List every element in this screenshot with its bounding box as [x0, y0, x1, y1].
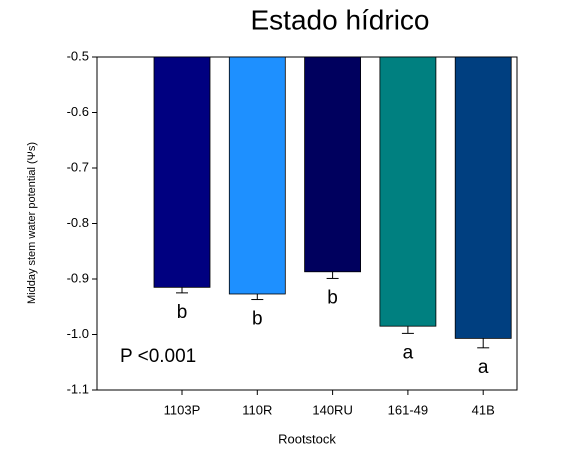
bar — [454, 56, 512, 339]
y-tick-label: -0.9 — [67, 270, 89, 285]
significance-letter: b — [252, 309, 263, 330]
bar — [153, 56, 211, 288]
significance-letter: b — [327, 287, 338, 308]
significance-letter: a — [403, 342, 414, 363]
y-axis-label: Midday stem water potential (Ψs) — [26, 142, 38, 304]
x-tick-label: 140RU — [312, 402, 352, 417]
y-tick-label: -0.7 — [67, 159, 89, 174]
chart-title: Estado hídrico — [251, 4, 430, 35]
y-tick-label: -1.1 — [67, 381, 89, 396]
x-tick-label: 110R — [242, 402, 272, 417]
y-tick-label: -0.8 — [67, 215, 89, 230]
bar — [304, 56, 362, 273]
x-tick-label: 1103P — [164, 402, 201, 417]
y-tick-label: -1.0 — [67, 326, 89, 341]
significance-letter: a — [478, 357, 489, 378]
x-tick-label: 161-49 — [388, 402, 428, 417]
annotation: P <0.001 — [120, 346, 196, 367]
x-axis-label: Rootstock — [278, 431, 336, 446]
y-tick-label: -0.6 — [67, 104, 89, 119]
bar — [228, 56, 286, 295]
significance-letter: b — [177, 302, 188, 323]
y-tick-label: -0.5 — [67, 48, 89, 63]
x-tick-label: 41B — [472, 402, 495, 417]
bar — [379, 56, 437, 327]
